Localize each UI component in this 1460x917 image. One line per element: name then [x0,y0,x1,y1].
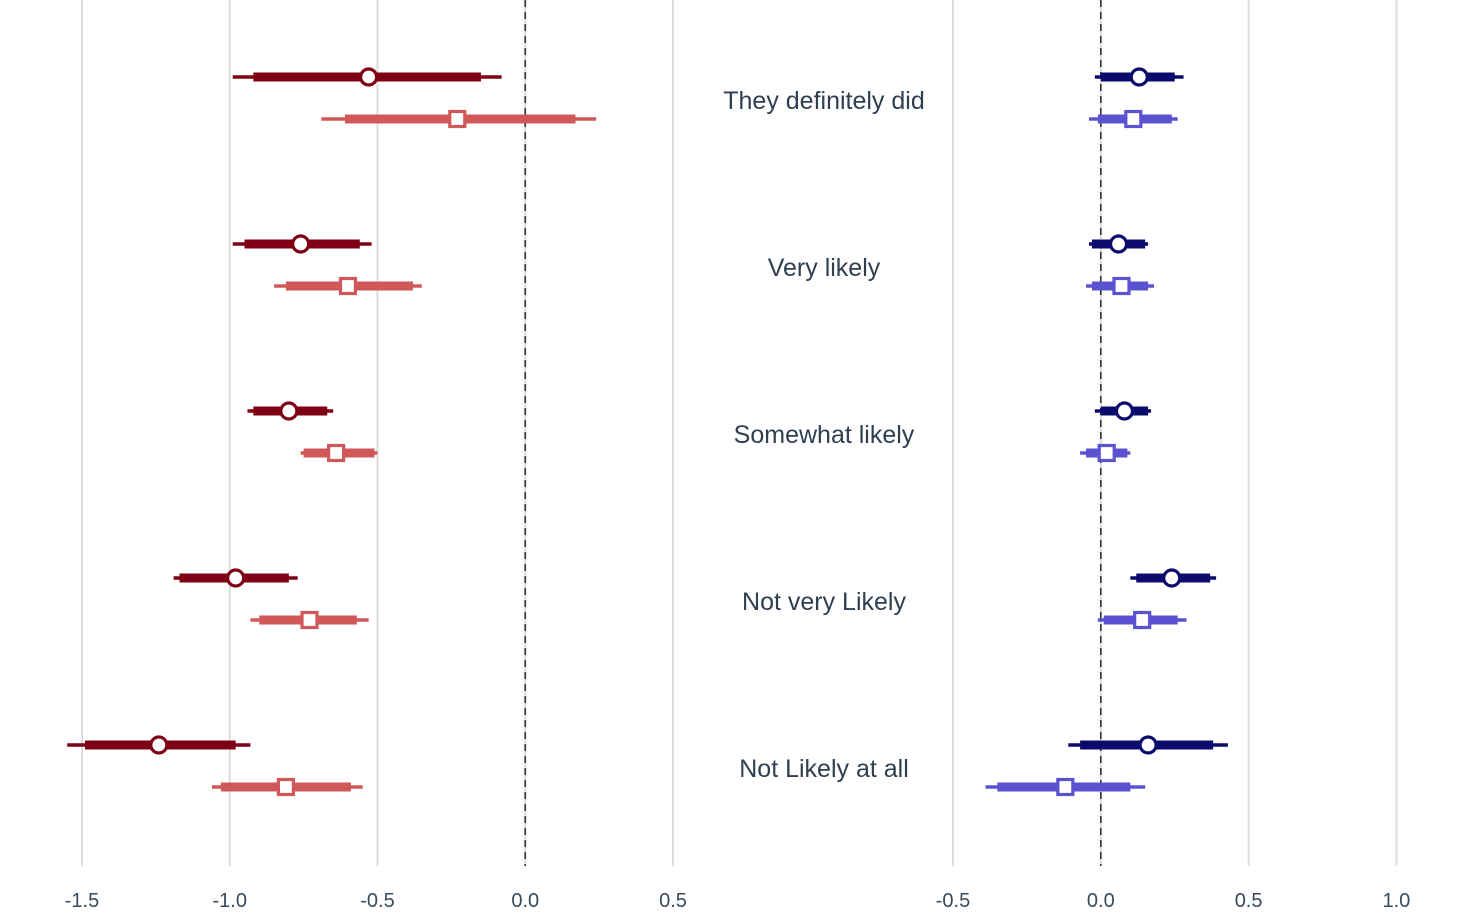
left-estimate-point [149,735,169,755]
category-labels: They definitely did Very likely Somewhat… [723,87,925,783]
right-estimate-point [1108,234,1129,254]
right-x-tick-label: 0.0 [1087,890,1115,912]
interval-marks [67,0,1228,866]
left-panel-gridlines [81,0,674,866]
category-label: Very likely [768,254,881,282]
left-estimate-point [279,401,299,421]
right-estimate-point [1138,735,1158,755]
right-x-tick-label: 0.5 [1235,890,1263,912]
left-estimate-point [327,443,346,463]
left-estimate-point [226,568,246,588]
x-axis-ticks: -1.5 -1.0 -0.5 0.0 0.5 -0.5 0.0 0.5 1.0 [65,890,1411,912]
left-estimate-point [448,109,467,129]
right-estimate-point [1056,777,1075,797]
right-panel-gridlines [952,0,1398,866]
right-x-tick-label: -0.5 [936,890,970,912]
left-x-tick-label: -1.0 [213,890,247,912]
left-x-tick-label: 0.5 [659,890,687,912]
right-estimate-point [1097,443,1116,463]
right-estimate-point [1124,109,1143,129]
left-estimate-point [300,610,319,630]
category-label: Somewhat likely [734,421,915,449]
left-estimate-point [359,67,379,87]
left-x-tick-label: -0.5 [360,890,394,912]
left-estimate-point [338,276,358,296]
category-label: They definitely did [723,87,925,115]
right-estimate-point [1114,401,1135,421]
category-label: Not very Likely [742,588,906,616]
right-estimate-point [1129,67,1149,87]
category-label: Not Likely at all [739,755,909,783]
right-x-tick-label: 1.0 [1382,890,1410,912]
left-x-tick-label: 0.0 [511,890,539,912]
right-estimate-point [1133,610,1152,630]
left-estimate-point [291,234,311,254]
left-estimate-point [276,777,295,797]
left-x-tick-label: -1.5 [65,890,99,912]
right-estimate-point [1112,276,1131,296]
right-estimate-point [1162,568,1182,588]
